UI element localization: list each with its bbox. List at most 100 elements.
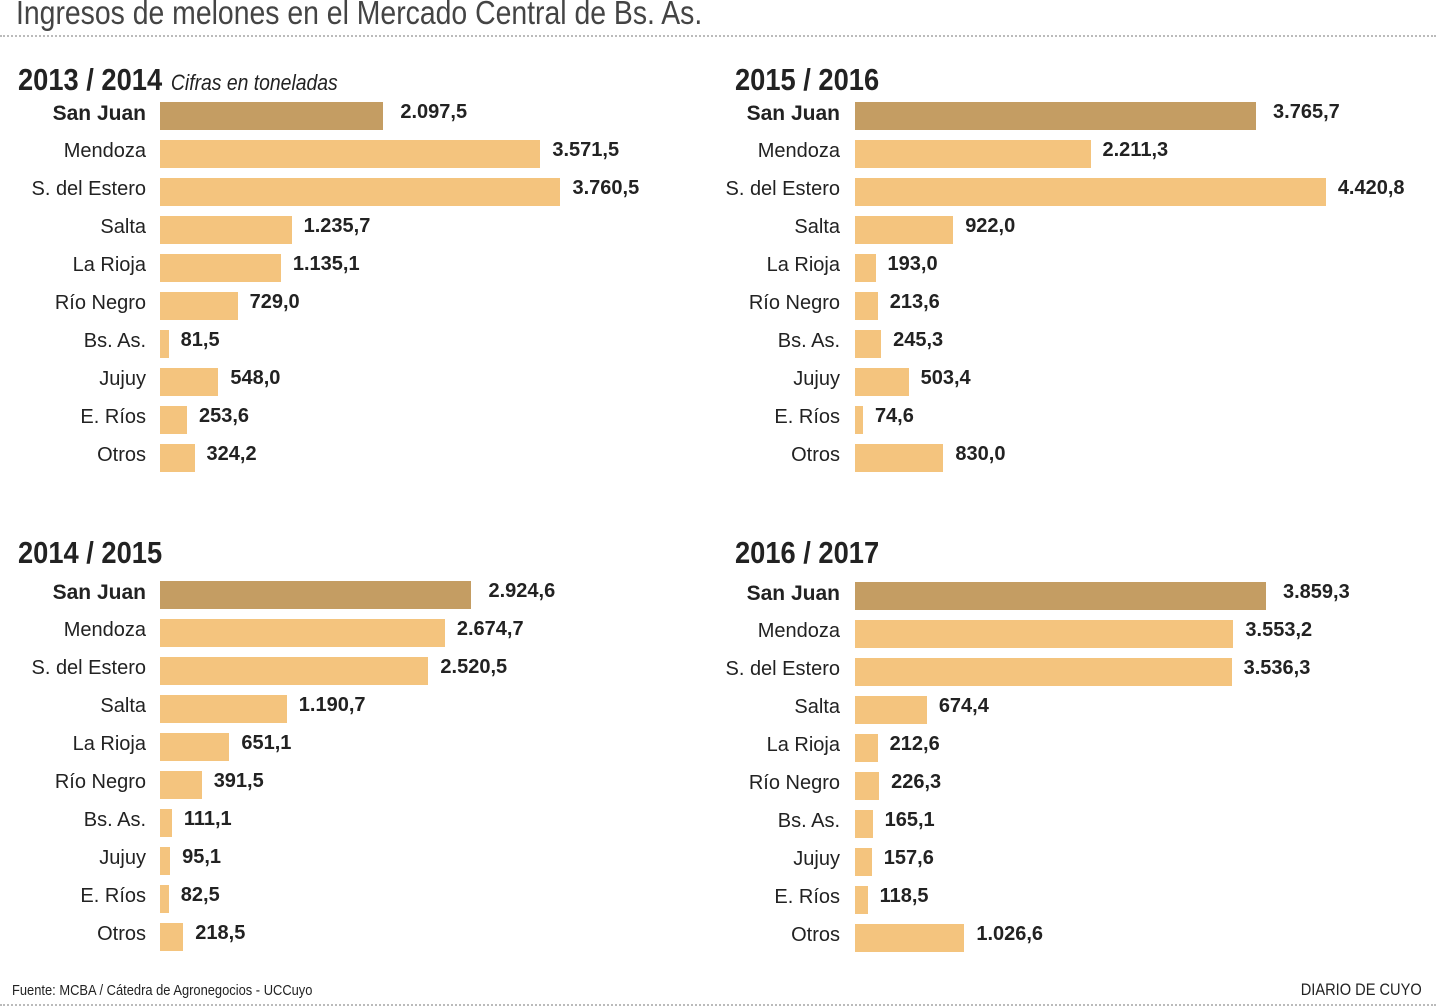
category-label-box: Jujuy xyxy=(712,844,840,882)
category-label: Salta xyxy=(100,695,146,717)
panel-subtitle: Cifras en toneladas xyxy=(170,70,338,95)
category-label-box: Salta xyxy=(18,212,146,250)
category-label-box: Otros xyxy=(712,440,840,478)
value-label: 830,0 xyxy=(955,443,1006,465)
bar-row: S. del Estero 3.536,3 xyxy=(712,654,1412,692)
value-label: 1.235,7 xyxy=(303,215,371,237)
bar-row: La Rioja 651,1 xyxy=(18,729,718,767)
bar xyxy=(160,216,292,244)
category-label: E. Ríos xyxy=(774,886,840,908)
panel-2016-2017: 2016 / 2017 San Juan 3.859,3 Mendoza 3.553,… xyxy=(712,535,1412,952)
category-label: Jujuy xyxy=(793,368,840,390)
bar-row: E. Ríos 82,5 xyxy=(18,881,718,919)
value-label: 2.097,5 xyxy=(400,101,468,123)
value-label: 2.924,6 xyxy=(488,580,556,602)
panel-2013-2014: 2013 / 2014 Cifras en toneladas San Juan 2… xyxy=(18,62,718,472)
bar xyxy=(855,886,868,914)
bar xyxy=(160,885,169,913)
bar xyxy=(855,772,880,800)
bar-row: Bs. As. 81,5 xyxy=(18,326,718,364)
bar xyxy=(855,444,944,472)
category-label: Mendoza xyxy=(63,140,146,162)
category-label-box: San Juan xyxy=(712,578,840,616)
value-label: 3.765,7 xyxy=(1273,101,1340,123)
panel-2015-2016: 2015 / 2016 San Juan 3.765,7 Mendoza 2.211,… xyxy=(712,62,1412,472)
category-label: E. Ríos xyxy=(774,406,840,428)
category-label-box: S. del Estero xyxy=(712,654,840,692)
value-label: 2.211,3 xyxy=(1102,139,1169,161)
bar-row: E. Ríos 253,6 xyxy=(18,402,718,440)
bar-row: S. del Estero 3.760,5 xyxy=(18,174,718,212)
bar-row: Salta 1.190,7 xyxy=(18,691,718,729)
category-label-box: E. Ríos xyxy=(712,882,840,920)
value-label: 3.571,5 xyxy=(552,139,620,161)
category-label-box: Río Negro xyxy=(18,767,146,805)
value-label: 3.553,2 xyxy=(1245,619,1313,641)
bar-row: Río Negro 391,5 xyxy=(18,767,718,805)
bar-highlight xyxy=(160,102,384,130)
value-label: 2.674,7 xyxy=(456,618,524,640)
bar-row: Salta 674,4 xyxy=(712,692,1412,730)
category-label: Mendoza xyxy=(757,140,840,162)
value-label: 1.135,1 xyxy=(292,253,360,275)
bar-row: Bs. As. 165,1 xyxy=(712,806,1412,844)
bar-row: Jujuy 548,0 xyxy=(18,364,718,402)
bar xyxy=(160,254,281,282)
value-label: 1.026,6 xyxy=(976,923,1044,945)
category-label: La Rioja xyxy=(766,734,840,756)
panel-title: 2013 / 2014 Cifras en toneladas xyxy=(18,62,338,98)
bar xyxy=(855,658,1232,686)
value-label: 729,0 xyxy=(249,291,300,313)
bar xyxy=(855,216,954,244)
category-label-box: La Rioja xyxy=(712,730,840,768)
category-label: E. Ríos xyxy=(80,406,146,428)
category-label: Mendoza xyxy=(63,619,146,641)
bar xyxy=(855,178,1326,206)
category-label-box: Otros xyxy=(18,919,146,957)
category-label-box: La Rioja xyxy=(712,250,840,288)
value-label: 2.520,5 xyxy=(440,656,508,678)
bar xyxy=(855,406,863,434)
bar-highlight xyxy=(855,582,1266,610)
bar xyxy=(855,330,882,358)
bar-row: E. Ríos 118,5 xyxy=(712,882,1412,920)
bar-row: Mendoza 2.211,3 xyxy=(712,136,1412,174)
bar xyxy=(855,734,878,762)
bar-row: La Rioja 1.135,1 xyxy=(18,250,718,288)
bar xyxy=(160,619,445,647)
bar xyxy=(160,140,541,168)
bar-row: Río Negro 729,0 xyxy=(18,288,718,326)
value-label: 1.190,7 xyxy=(298,694,366,716)
bar-highlight xyxy=(160,581,472,609)
value-label: 218,5 xyxy=(195,922,246,944)
bar-row: Otros 1.026,6 xyxy=(712,920,1412,958)
value-label: 651,1 xyxy=(241,732,292,754)
value-label: 3.536,3 xyxy=(1243,657,1311,679)
category-label: Mendoza xyxy=(757,620,840,642)
bar xyxy=(160,368,219,396)
bar-row: La Rioja 212,6 xyxy=(712,730,1412,768)
category-label-box: Río Negro xyxy=(712,768,840,806)
bar xyxy=(160,771,202,799)
chart-title: Ingresos de melones en el Mercado Centra… xyxy=(16,0,703,31)
bar-row: S. del Estero 4.420,8 xyxy=(712,174,1412,212)
bar xyxy=(855,292,878,320)
category-label: Río Negro xyxy=(54,771,146,793)
category-label-box: Mendoza xyxy=(712,136,840,174)
bar xyxy=(160,695,287,723)
category-label: Río Negro xyxy=(54,292,146,314)
category-label: Salta xyxy=(100,216,146,238)
bar xyxy=(855,140,1091,168)
category-label: Otros xyxy=(791,444,840,466)
value-label: 674,4 xyxy=(938,695,989,717)
bar-row: Mendoza 3.571,5 xyxy=(18,136,718,174)
panel-title: 2014 / 2015 xyxy=(18,535,163,570)
category-label: Río Negro xyxy=(748,292,840,314)
source-note: Fuente: MCBA / Cátedra de Agronegocios -… xyxy=(12,982,313,999)
value-label: 548,0 xyxy=(230,367,281,389)
bar xyxy=(855,368,909,396)
category-label-box: Salta xyxy=(18,691,146,729)
category-label-box: San Juan xyxy=(18,98,146,136)
category-label-box: S. del Estero xyxy=(18,174,146,212)
value-label: 111,1 xyxy=(183,808,232,830)
